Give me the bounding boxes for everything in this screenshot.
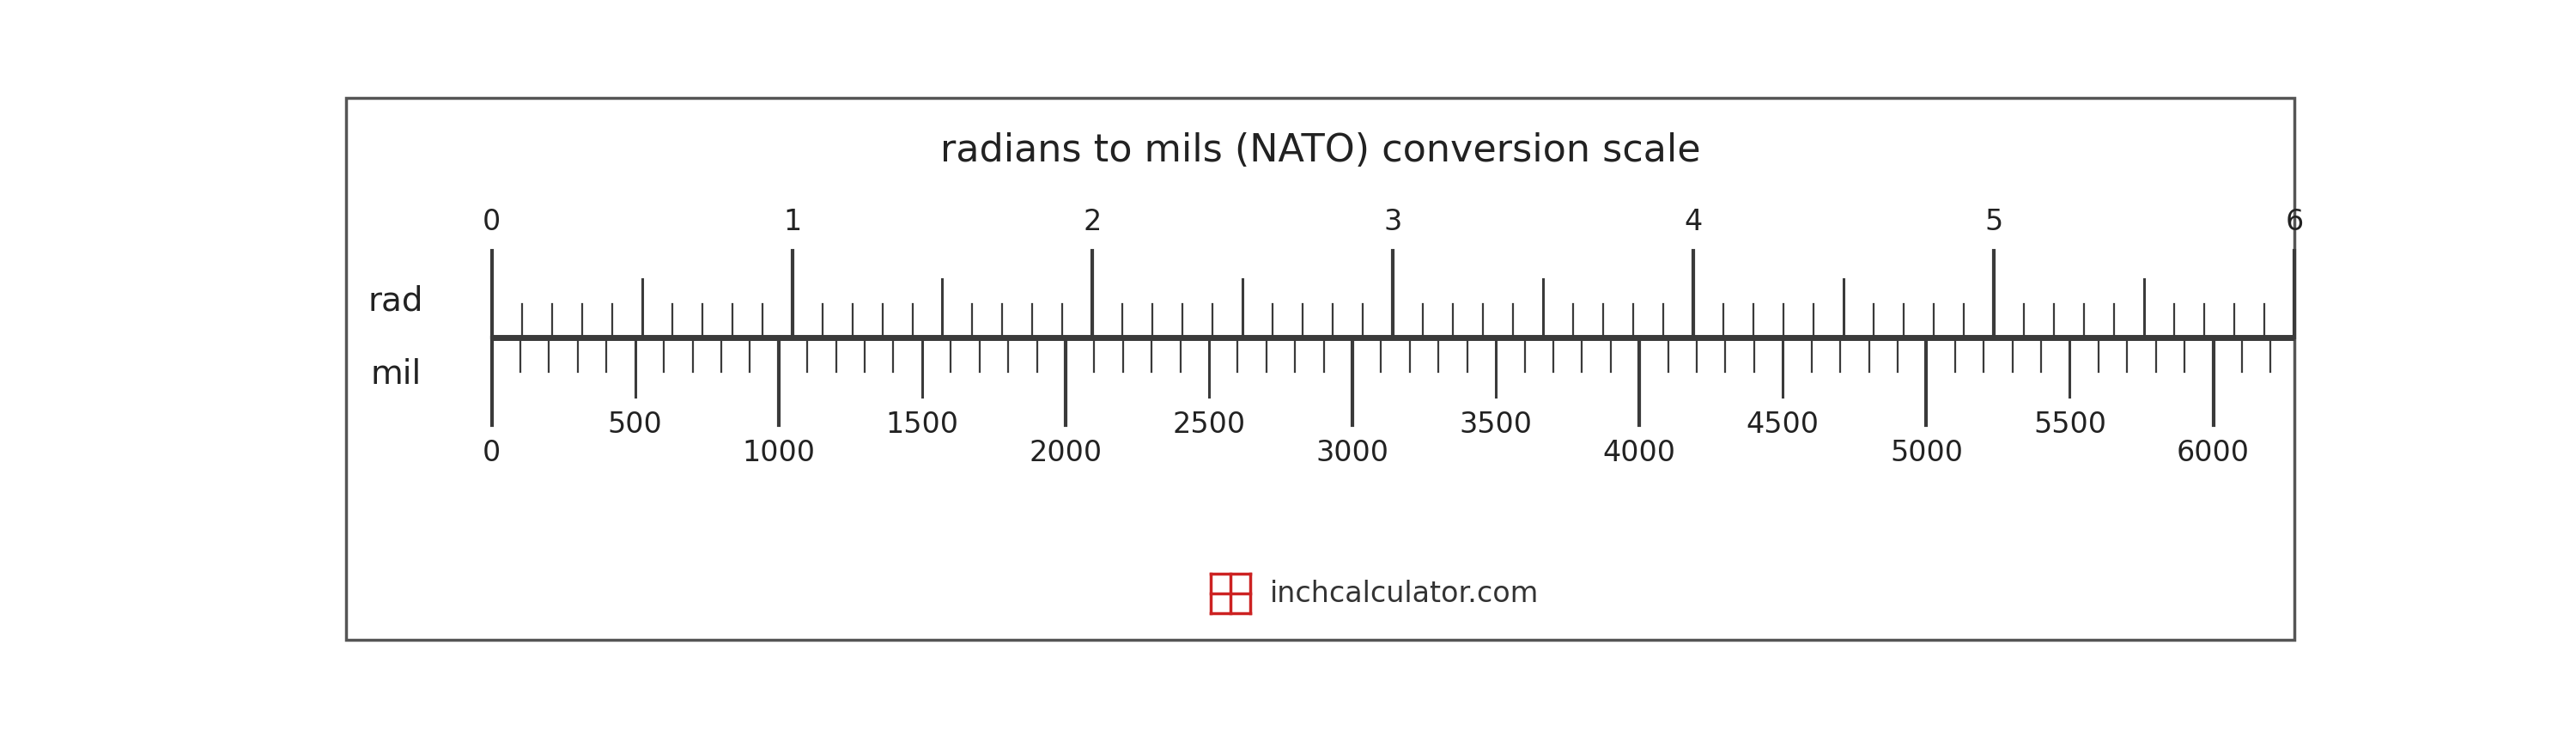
Text: 3500: 3500	[1461, 411, 1533, 439]
Text: 0: 0	[482, 208, 500, 237]
Text: 2: 2	[1084, 208, 1103, 237]
Text: 3: 3	[1383, 208, 1401, 237]
Text: 1000: 1000	[742, 439, 814, 467]
Text: 1: 1	[783, 208, 801, 237]
Text: 4000: 4000	[1602, 439, 1677, 467]
Text: 4: 4	[1685, 208, 1703, 237]
Text: 500: 500	[608, 411, 662, 439]
Text: 0: 0	[482, 439, 500, 467]
Text: radians to mils (NATO) conversion scale: radians to mils (NATO) conversion scale	[940, 133, 1700, 169]
Text: 4500: 4500	[1747, 411, 1819, 439]
Text: 2500: 2500	[1172, 411, 1247, 439]
Text: rad: rad	[368, 285, 422, 318]
Text: 5500: 5500	[2032, 411, 2107, 439]
Text: 5000: 5000	[1891, 439, 1963, 467]
Text: inchcalculator.com: inchcalculator.com	[1270, 580, 1540, 607]
Text: 6: 6	[2285, 208, 2303, 237]
Text: 6000: 6000	[2177, 439, 2249, 467]
FancyBboxPatch shape	[345, 98, 2295, 639]
Text: 1500: 1500	[886, 411, 958, 439]
Text: 2000: 2000	[1028, 439, 1103, 467]
Text: 5: 5	[1986, 208, 2004, 237]
Text: 3000: 3000	[1316, 439, 1388, 467]
Text: mil: mil	[371, 358, 422, 391]
